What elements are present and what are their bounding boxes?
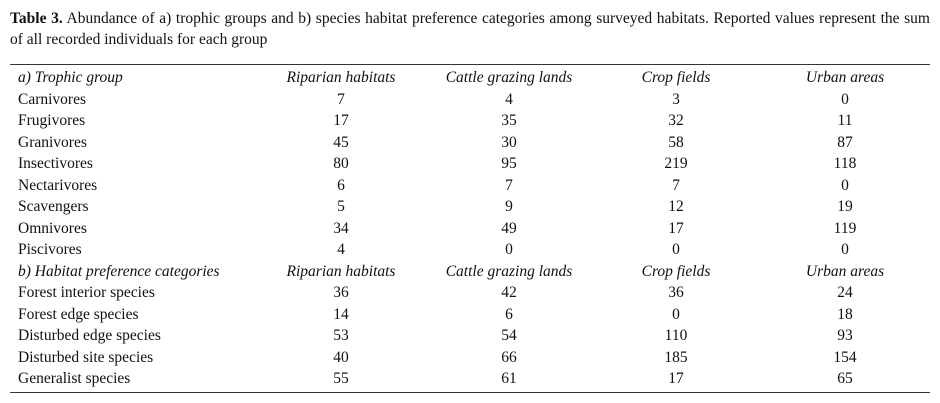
table-cell: 7 [505,176,513,194]
row-label: Scavengers [18,198,89,215]
table-cell: 49 [501,219,517,237]
table-cell: 55 [333,370,349,387]
row-label: Nectarivores [18,176,98,194]
row-label: Generalist species [18,370,131,387]
table-cell: 3 [672,90,680,108]
row-label: Insectivores [18,155,93,172]
header-cell: a) Trophic group [18,69,123,86]
table-cell: 19 [837,198,853,215]
table-cell: 17 [333,112,349,129]
header-cell: Riparian habitats [286,262,396,280]
table-cell: 6 [505,305,513,323]
table-cell: 9 [505,198,513,215]
table-cell: 219 [664,155,688,172]
row-label: Forest edge species [18,305,139,323]
row-label: Carnivores [18,90,87,108]
header-cell: Cattle grazing lands [445,69,573,86]
table-cell: 40 [333,348,349,366]
table-cell: 95 [501,155,517,172]
table-cell: 0 [672,241,680,258]
table-cell: 36 [668,284,684,301]
table-cell: 0 [841,90,849,108]
table-cell: 66 [501,348,517,366]
table-cell: 17 [668,219,684,237]
table-cell: 185 [664,348,688,366]
caption-text: Abundance of a) trophic groups and b) sp… [10,10,930,48]
table-cell: 36 [333,284,349,301]
table-cell: 7 [337,90,345,108]
header-cell: Crop fields [641,262,711,280]
table-cell: 0 [841,176,849,194]
table-cell: 93 [837,327,853,344]
table-cell: 110 [664,327,688,344]
table-cell: 4 [505,90,513,108]
table-cell: 18 [837,305,853,323]
table-cell: 45 [333,133,349,151]
table-cell: 12 [668,198,684,215]
row-label: Frugivores [18,112,86,129]
caption: Table 3. Abundance of a) trophic groups … [10,8,930,50]
table-cell: 5 [337,198,345,215]
table-cell: 32 [668,112,684,129]
table-cell: 42 [501,284,517,301]
table-cell: 154 [833,348,857,366]
table-cell: 54 [501,327,517,344]
table-cell: 61 [501,370,517,387]
row-label: Omnivores [18,219,87,237]
table-cell: 35 [501,112,517,129]
table-cell: 65 [837,370,853,387]
row-label: Forest interior species [18,284,155,301]
header-cell: Urban areas [805,262,885,280]
row-label: Disturbed edge species [18,327,161,344]
header-cell: Cattle grazing lands [445,262,573,280]
table-cell: 0 [841,241,849,258]
bottom-rule [10,392,930,393]
table-cell: 58 [668,133,684,151]
top-rule [10,64,930,65]
table-cell: 4 [337,241,345,258]
header-cell: Crop fields [641,69,711,86]
row-label: Piscivores [18,241,82,258]
header-cell: Urban areas [805,69,885,86]
table-cell: 118 [833,155,857,172]
table-cell: 119 [833,219,857,237]
table-cell: 11 [837,112,853,129]
header-cell: Riparian habitats [286,69,396,86]
table-cell: 6 [337,176,345,194]
caption-label: Table 3. [10,10,63,27]
row-label: Disturbed site species [18,348,154,366]
table-cell: 0 [505,241,513,258]
table-cell: 14 [333,305,349,323]
table-cell: 17 [668,370,684,387]
table-cell: 7 [672,176,680,194]
row-label: Granivores [18,133,87,151]
table-cell: 53 [333,327,349,344]
table-cell: 87 [837,133,853,151]
header-cell: b) Habitat preference categories [18,262,220,280]
table-cell: 34 [333,219,349,237]
table-cell: 24 [837,284,853,301]
table-cell: 30 [501,133,517,151]
table-cell: 80 [333,155,349,172]
table-cell: 0 [672,305,680,323]
